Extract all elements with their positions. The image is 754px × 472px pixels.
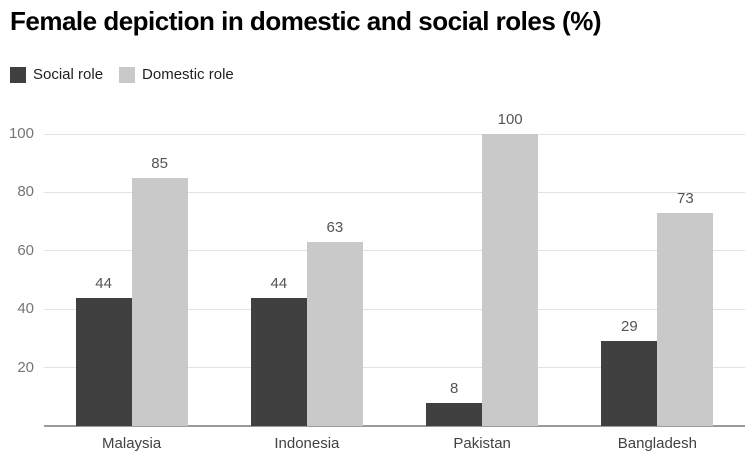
gridline-20 bbox=[44, 367, 745, 369]
y-tick-label-20: 20 bbox=[17, 358, 34, 376]
bar-domestic-bangladesh bbox=[657, 212, 714, 426]
legend-item-domestic: Domestic role bbox=[119, 66, 234, 83]
value-label-social-pakistan: 8 bbox=[449, 379, 459, 397]
y-tick-label-80: 80 bbox=[17, 183, 34, 201]
x-tick-label-bangladesh: Bangladesh bbox=[617, 435, 697, 452]
x-tick-label-indonesia: Indonesia bbox=[274, 435, 340, 452]
bar-domestic-indonesia bbox=[306, 242, 363, 426]
bar-domestic-malaysia bbox=[131, 177, 188, 426]
gridline-60 bbox=[44, 250, 745, 252]
value-label-domestic-malaysia: 85 bbox=[151, 154, 168, 172]
value-label-social-malaysia: 44 bbox=[95, 274, 112, 292]
legend-swatch-domestic bbox=[119, 66, 136, 83]
x-tick-label-malaysia: Malaysia bbox=[102, 435, 162, 452]
legend-label-social: Social role bbox=[33, 66, 104, 83]
bar-domestic-pakistan bbox=[482, 134, 539, 426]
legend: Social role Domestic role bbox=[10, 66, 234, 83]
value-label-domestic-bangladesh: 73 bbox=[677, 189, 694, 207]
x-axis-line bbox=[44, 425, 745, 427]
gridline-40 bbox=[44, 308, 745, 310]
y-tick-label-100: 100 bbox=[8, 125, 34, 142]
chart-title: Female depiction in domestic and social … bbox=[10, 6, 601, 36]
value-label-social-indonesia: 44 bbox=[270, 274, 288, 292]
legend-label-domestic: Domestic role bbox=[142, 66, 234, 83]
bar-social-indonesia bbox=[250, 297, 307, 426]
y-tick-label-40: 40 bbox=[17, 300, 34, 318]
gridline-100 bbox=[44, 133, 745, 135]
bar-social-pakistan bbox=[426, 402, 483, 426]
y-tick-label-60: 60 bbox=[17, 241, 34, 259]
value-label-domestic-indonesia: 63 bbox=[326, 219, 344, 237]
gridline-80 bbox=[44, 191, 745, 193]
value-label-domestic-pakistan: 100 bbox=[497, 111, 523, 128]
value-label-social-bangladesh: 29 bbox=[621, 318, 638, 336]
legend-item-social: Social role bbox=[10, 66, 103, 83]
x-tick-label-pakistan: Pakistan bbox=[453, 435, 511, 452]
legend-swatch-social bbox=[10, 66, 26, 83]
bar-social-bangladesh bbox=[601, 341, 658, 426]
bar-social-malaysia bbox=[75, 297, 132, 426]
